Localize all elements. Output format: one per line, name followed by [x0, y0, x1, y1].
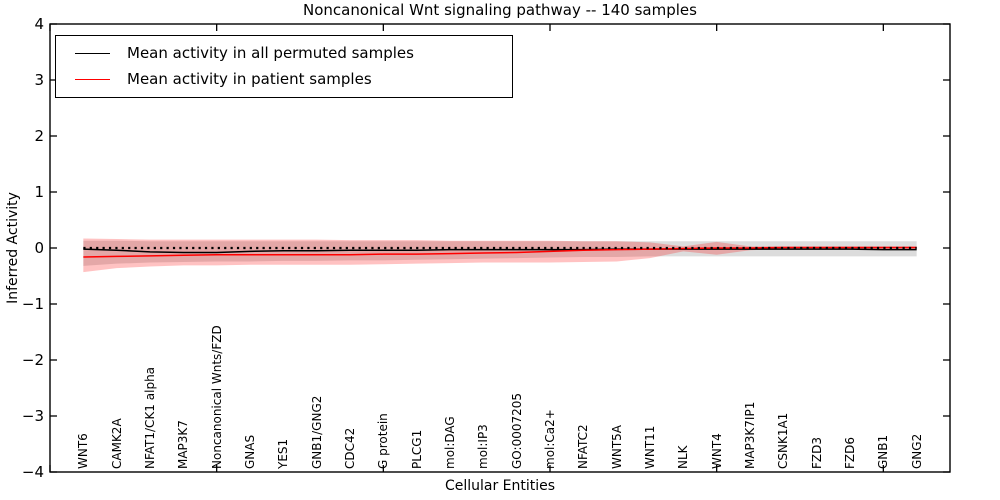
- y-tick-label: 3: [34, 71, 44, 89]
- chart-title: Noncanonical Wnt signaling pathway -- 14…: [303, 1, 697, 19]
- x-category-label: NFAT1/CK1 alpha: [143, 366, 157, 469]
- y-tick-label: 2: [34, 127, 44, 145]
- y-tick-label: −2: [21, 351, 44, 369]
- y-tick-label: 1: [34, 183, 44, 201]
- x-category-label: NLK: [676, 445, 691, 469]
- y-tick-label: −4: [21, 463, 44, 481]
- x-category-label: CSNK1A1: [776, 412, 791, 469]
- legend-line-sample-patient: [75, 78, 110, 80]
- x-category-label: GNB1: [876, 434, 891, 469]
- x-category-label: mol:DAG: [443, 416, 457, 469]
- y-tick-label: −1: [21, 295, 44, 313]
- x-category-label: GO:0007205: [509, 392, 524, 469]
- x-category-label: Noncanonical Wnts/FZD: [209, 325, 224, 469]
- x-category-label: CDC42: [343, 427, 357, 469]
- x-category-label: PLCG1: [409, 429, 424, 469]
- x-category-label: FZD3: [809, 437, 824, 469]
- legend-line-sample-permuted: [75, 52, 110, 54]
- x-category-label: CAMK2A: [109, 418, 124, 469]
- x-category-label: MAP3K7: [176, 420, 191, 469]
- x-category-label: WNT5A: [609, 424, 624, 469]
- y-tick-label: 0: [34, 239, 44, 257]
- x-axis-label: Cellular Entities: [444, 478, 556, 494]
- legend-entry-permuted: Mean activity in all permuted samples: [56, 40, 512, 66]
- x-category-label: NFATC2: [576, 424, 591, 469]
- legend-entry-patient: Mean activity in patient samples: [56, 66, 512, 92]
- x-category-label: GNAS: [243, 434, 257, 469]
- y-tick-label: −3: [21, 407, 44, 425]
- x-category-label: mol:IP3: [476, 424, 491, 469]
- x-category-label: FZD6: [843, 437, 857, 469]
- x-category-label: WNT6: [76, 433, 91, 469]
- legend-label-patient: Mean activity in patient samples: [127, 70, 372, 88]
- x-category-label: G protein: [376, 413, 391, 469]
- x-category-label: WNT11: [643, 425, 657, 469]
- y-tick-label: 4: [34, 15, 44, 33]
- legend: Mean activity in all permuted samples Me…: [55, 35, 513, 98]
- x-category-label: MAP3K7IP1: [743, 401, 757, 469]
- x-category-label: YES1: [276, 438, 291, 469]
- x-category-label: GNG2: [909, 433, 924, 469]
- x-category-label: mol:Ca2+: [543, 409, 557, 469]
- legend-label-permuted: Mean activity in all permuted samples: [127, 44, 414, 62]
- x-category-label: GNB1/GNG2: [309, 395, 324, 469]
- x-category-label: WNT4: [709, 433, 724, 469]
